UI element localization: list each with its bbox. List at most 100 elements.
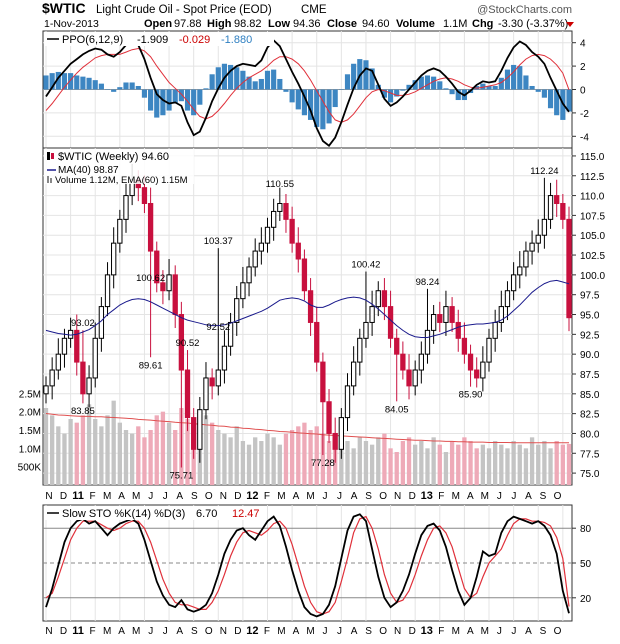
x-tick-label: A bbox=[351, 491, 358, 502]
candle-body bbox=[117, 218, 123, 244]
ppo-histogram-bar bbox=[498, 77, 504, 90]
ppo-histogram-bar bbox=[320, 89, 326, 130]
price-tick-label: 110.0 bbox=[580, 192, 605, 203]
x-tick-label: J bbox=[511, 491, 516, 502]
candle-legend-icon bbox=[47, 152, 50, 160]
x-tick-label: N bbox=[220, 491, 227, 502]
ppo-histogram-bar bbox=[406, 84, 412, 90]
candle-body bbox=[301, 258, 308, 292]
ppo-signal-line bbox=[45, 47, 570, 123]
ppo-histogram-bar bbox=[258, 78, 264, 90]
price-tick-label: 97.5 bbox=[580, 291, 600, 302]
x-tick-label: F bbox=[90, 626, 96, 637]
volume-bar bbox=[240, 441, 246, 485]
ppo-histogram-bar bbox=[117, 87, 123, 90]
candle-body bbox=[394, 337, 400, 355]
volume-bar bbox=[376, 437, 381, 485]
volume-bar bbox=[394, 452, 399, 485]
x-tick-label: J bbox=[497, 626, 502, 637]
ppo-histogram-bar bbox=[443, 88, 449, 90]
volume-bar bbox=[517, 444, 522, 485]
ppo-histogram-bar bbox=[172, 89, 178, 104]
ppo-histogram-bar bbox=[338, 89, 344, 90]
candle-body bbox=[197, 409, 203, 450]
candlesticks bbox=[43, 163, 572, 468]
volume-tick-label: 500K bbox=[18, 463, 42, 474]
ppo-value-1: -1.909 bbox=[137, 34, 168, 46]
volume-tick-label: 2.0M bbox=[19, 408, 41, 419]
candle-body bbox=[566, 218, 572, 319]
ppo-histogram-bar bbox=[332, 89, 338, 108]
volume-bar bbox=[523, 448, 529, 485]
candle-body bbox=[111, 242, 117, 276]
sto-label: Slow STO %K(14) %D(3) bbox=[62, 508, 185, 520]
ppo-histogram-bar bbox=[529, 85, 535, 90]
ppo-label: PPO(6,12,9) bbox=[62, 34, 123, 46]
volume-bar bbox=[271, 437, 276, 485]
close-label: Close bbox=[327, 18, 357, 30]
candle-body bbox=[437, 314, 443, 323]
volume-bar bbox=[74, 422, 79, 485]
x-tick-label: N bbox=[45, 491, 52, 502]
ppo-histogram-bar bbox=[566, 89, 572, 112]
candle-body bbox=[320, 361, 326, 403]
candle-body bbox=[246, 266, 252, 284]
x-tick-label: J bbox=[511, 626, 516, 637]
candle-body bbox=[67, 329, 74, 339]
ppo-histogram-bar bbox=[111, 89, 117, 92]
x-tick-label: J bbox=[148, 491, 153, 502]
ppo-value-3: -1.880 bbox=[221, 34, 252, 46]
sto-tick-label: 20 bbox=[580, 594, 592, 605]
ppo-value-2: -0.029 bbox=[179, 34, 210, 46]
candle-body bbox=[474, 369, 480, 379]
ppo-histogram-bar bbox=[387, 89, 394, 103]
candle-body bbox=[209, 377, 215, 387]
ppo-tick-label: 0 bbox=[580, 86, 586, 97]
ppo-histogram-bar bbox=[301, 89, 308, 116]
ppo-histogram-bar bbox=[412, 80, 418, 90]
volume-bar bbox=[136, 426, 141, 485]
candle-body bbox=[240, 282, 246, 300]
watermark: @StockCharts.com bbox=[477, 4, 572, 16]
x-tick-label: M bbox=[103, 491, 111, 502]
low-value: 94.36 bbox=[293, 18, 321, 30]
ppo-histogram-bar bbox=[252, 81, 258, 90]
instrument-name: Light Crude Oil - Spot Price (EOD) bbox=[96, 4, 272, 16]
candle-body bbox=[289, 218, 295, 244]
candle-body bbox=[449, 306, 455, 323]
price-tick-label: 77.5 bbox=[580, 449, 600, 460]
price-annotation: 112.24 bbox=[530, 166, 558, 177]
ppo-histogram-bar bbox=[264, 70, 271, 90]
volume-bar bbox=[129, 433, 135, 485]
volume-bar bbox=[185, 419, 190, 485]
sto-x-axis: N D 11 F M A M J J A S O N D 12 F M A M J J A S O N D 13 F M A M J J A S O bbox=[45, 625, 561, 637]
candle-body bbox=[412, 369, 418, 387]
candle-body bbox=[252, 250, 258, 268]
x-tick-label: O bbox=[554, 491, 562, 502]
x-tick-label: M bbox=[103, 626, 111, 637]
quote-date: 1-Nov-2013 bbox=[44, 18, 99, 30]
price-y-axis: 75.0 77.5 80.0 82.5 85.0 87.5 90.0 92.5 95.0 97.5… bbox=[572, 152, 605, 480]
candle-body bbox=[332, 432, 338, 450]
volume-bar bbox=[259, 441, 264, 485]
candle-body bbox=[80, 361, 86, 395]
down-triangle-icon bbox=[566, 22, 574, 27]
x-tick-label: D bbox=[60, 626, 67, 637]
ppo-histogram-bar bbox=[104, 89, 111, 90]
ppo-histogram-bar bbox=[61, 73, 68, 90]
volume-tick-label: 2.5M bbox=[19, 389, 41, 400]
close-value: 94.60 bbox=[362, 18, 390, 30]
volume-value: 1.1M bbox=[443, 18, 467, 30]
ppo-histogram-bar bbox=[234, 67, 240, 90]
candle-body bbox=[498, 306, 504, 323]
volume-bar bbox=[234, 426, 239, 485]
ppo-histogram-bar bbox=[424, 75, 431, 90]
ppo-tick-label: -4 bbox=[580, 132, 589, 143]
x-tick-label: J bbox=[497, 491, 502, 502]
volume-y-axis: 2.5M 2.0M 1.5M 1.0M 500K bbox=[18, 389, 42, 473]
ppo-histogram-bar bbox=[314, 89, 320, 127]
ppo-histogram-bar bbox=[511, 64, 517, 90]
ppo-histogram-bar bbox=[209, 74, 215, 90]
volume-bar bbox=[566, 443, 572, 485]
price-tick-label: 105.0 bbox=[580, 231, 605, 242]
